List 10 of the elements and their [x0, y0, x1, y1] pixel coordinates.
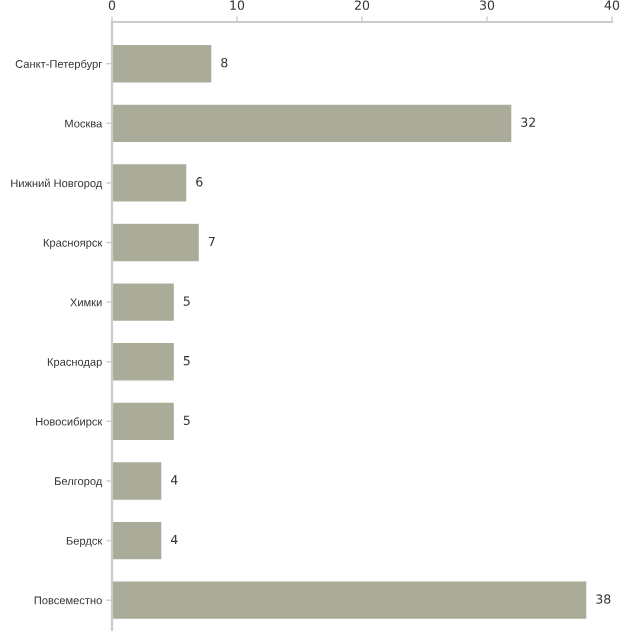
bar [112, 401, 176, 442]
bar [112, 103, 513, 144]
bar [112, 43, 213, 84]
bar [112, 162, 188, 204]
bar [112, 222, 201, 263]
bar [112, 282, 176, 323]
bar [112, 341, 176, 382]
bar [112, 520, 163, 561]
bar [112, 460, 163, 502]
bar [112, 580, 588, 621]
